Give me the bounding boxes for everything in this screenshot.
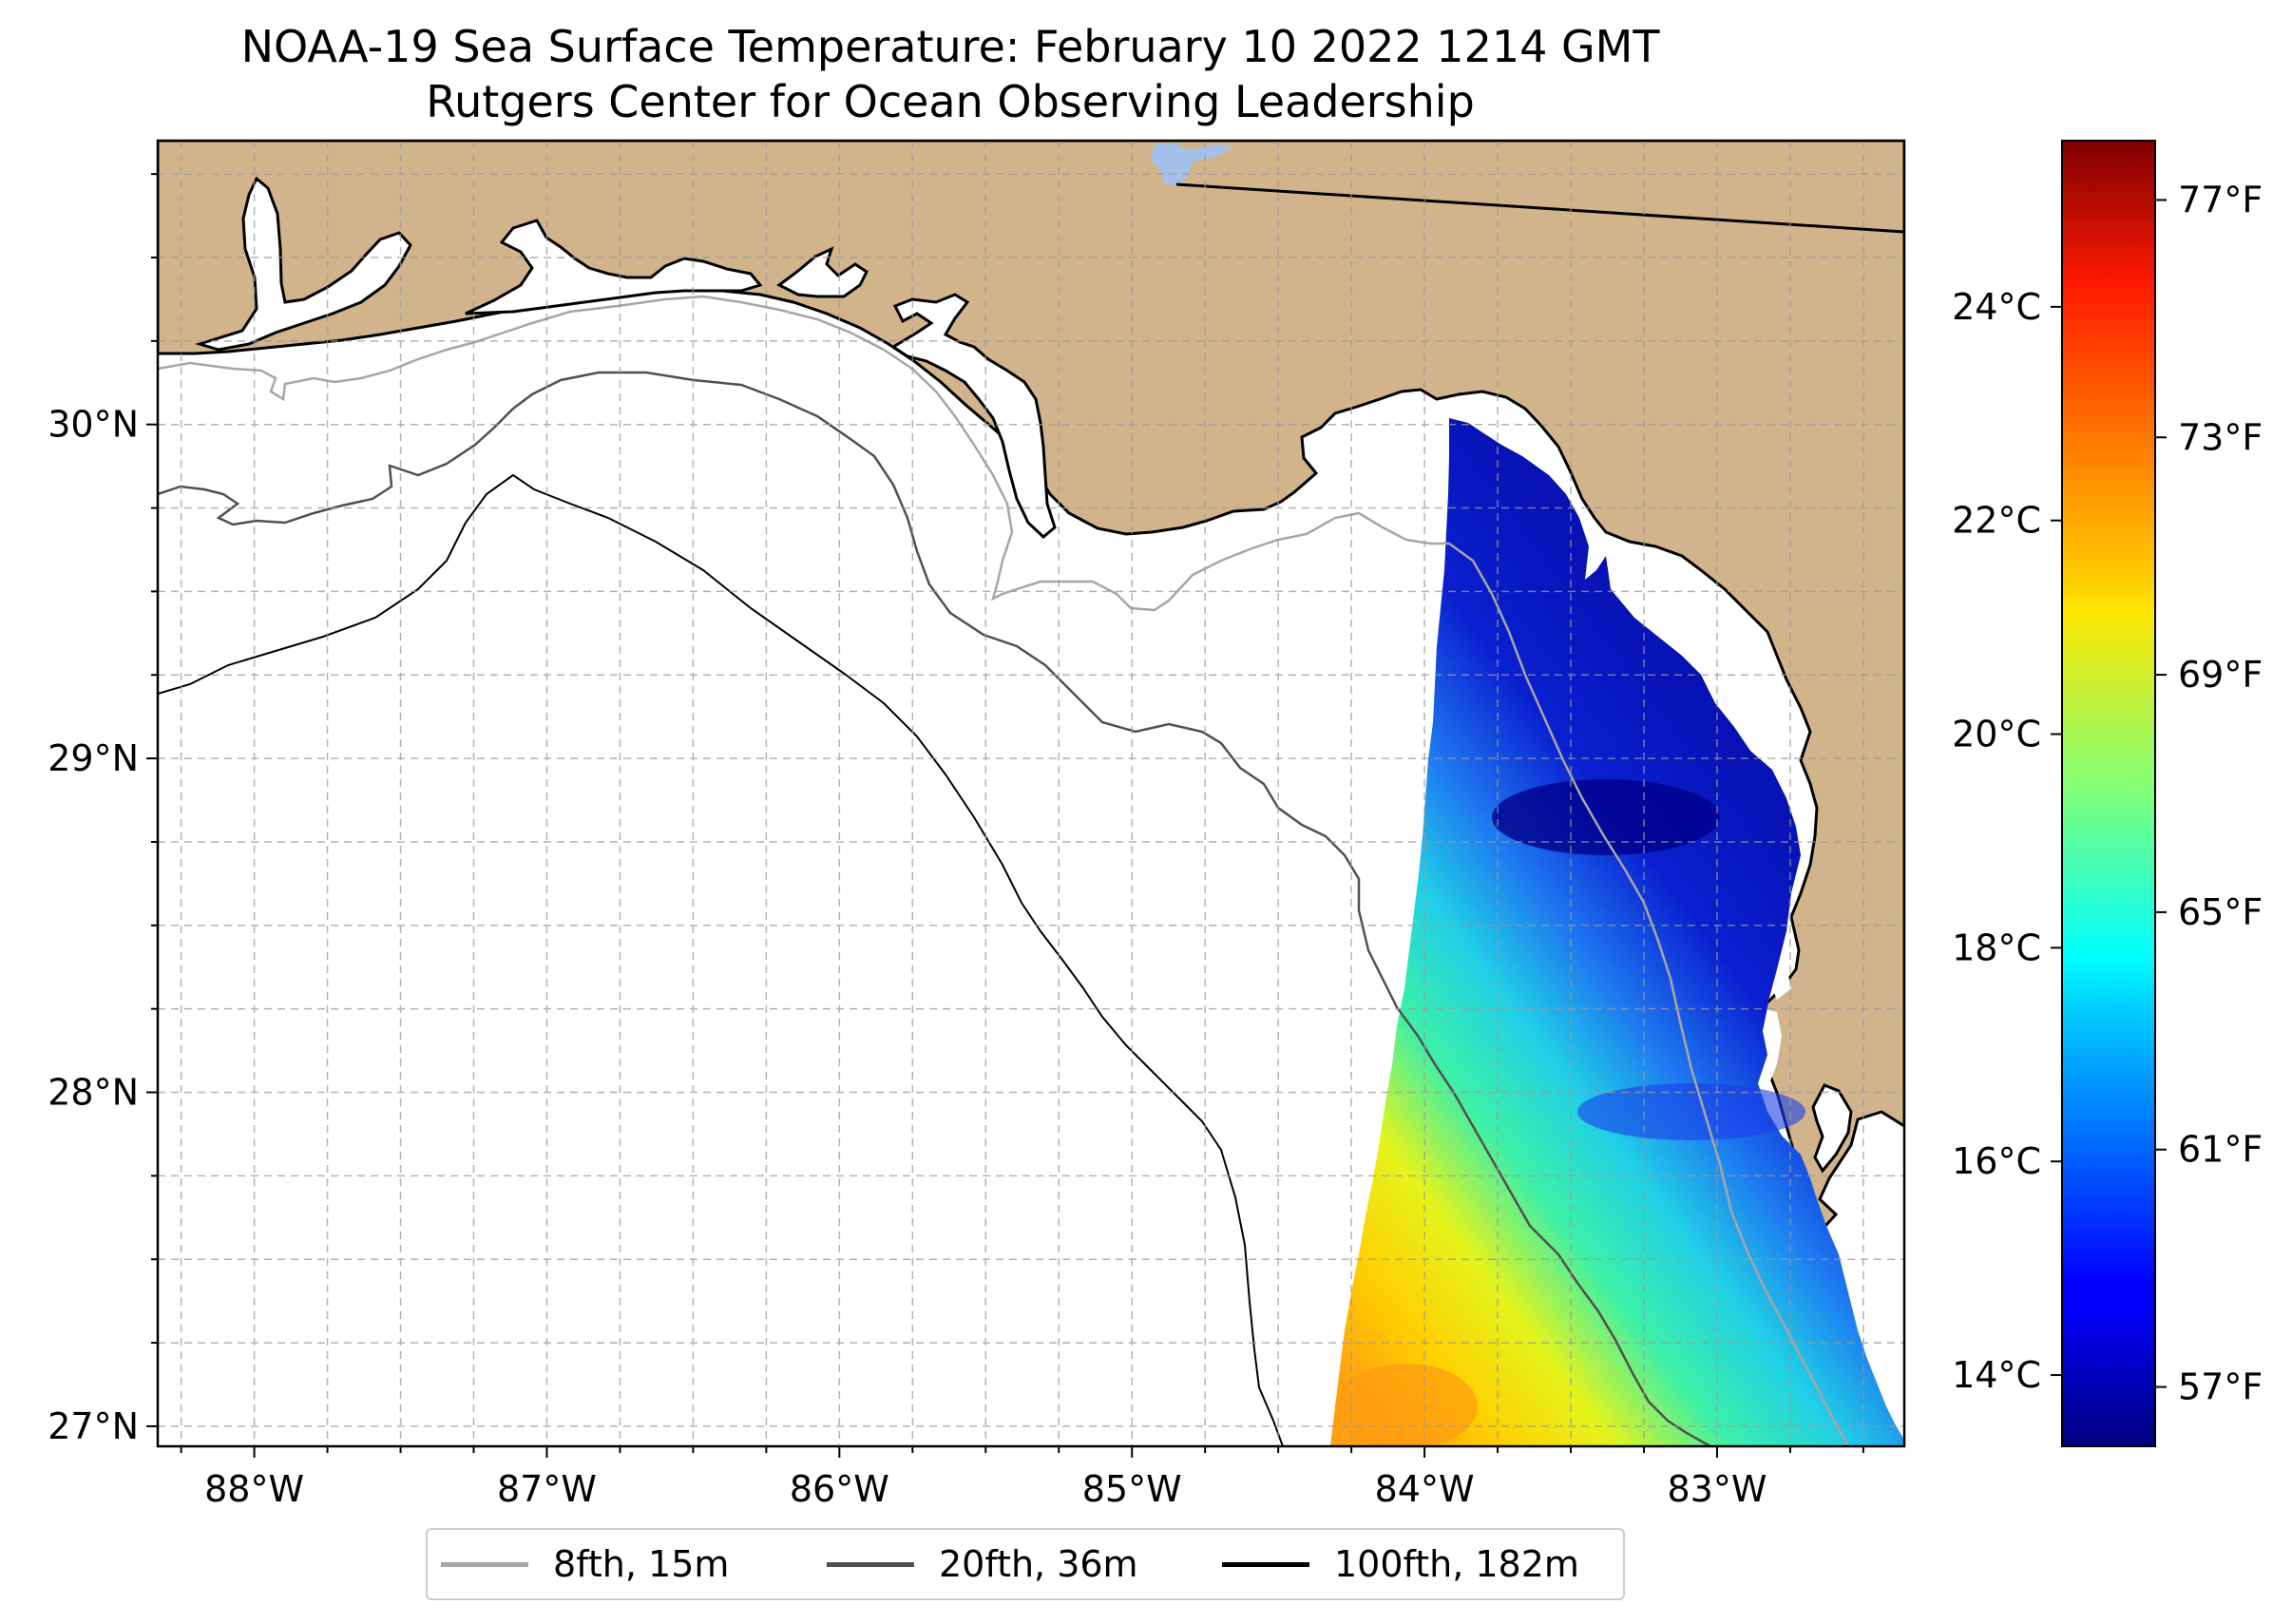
colorbar-c-tick-label: 18°C xyxy=(1952,927,2041,968)
legend-swatch-8fth xyxy=(441,1561,528,1567)
state-boundary xyxy=(1175,182,1904,234)
warm-water-patch xyxy=(1335,1364,1478,1446)
colorbar xyxy=(2061,140,2156,1447)
legend-item-8fth: 8fth, 15m xyxy=(441,1530,729,1598)
colorbar-c-tick-label: 14°C xyxy=(1952,1354,2041,1396)
x-tick-label: 86°W xyxy=(790,1468,889,1510)
tampa-bay xyxy=(1811,1083,1853,1174)
colorbar-f-tick-label: 73°F xyxy=(2178,416,2263,458)
legend: 8fth, 15m 20fth, 36m 100fth, 182m xyxy=(426,1528,1625,1600)
colorbar-f-tick-label: 77°F xyxy=(2178,179,2263,220)
colorbar-f-tick-label: 69°F xyxy=(2178,654,2263,696)
st-andrew-bay xyxy=(776,246,869,298)
x-tick-label: 88°W xyxy=(204,1468,304,1510)
legend-label-100fth: 100fth, 182m xyxy=(1334,1543,1579,1585)
contour-8fth xyxy=(158,295,1850,1446)
colorbar-f-tick-label: 57°F xyxy=(2178,1366,2263,1408)
cold-water-patch xyxy=(1492,779,1720,855)
x-axis-ticks: 88°W 87°W 86°W 85°W 84°W 83°W xyxy=(180,1446,1864,1510)
legend-swatch-20fth xyxy=(827,1561,914,1567)
legend-swatch-100fth xyxy=(1222,1561,1309,1567)
lake xyxy=(1150,143,1233,186)
sst-swath xyxy=(1330,418,1904,1446)
x-tick-label: 85°W xyxy=(1082,1468,1182,1510)
colorbar-c-tick-label: 20°C xyxy=(1952,714,2041,755)
cool-water-patch xyxy=(1577,1083,1805,1140)
coastal-marsh xyxy=(1758,1007,1782,1088)
colorbar-c-tick-label: 24°C xyxy=(1952,286,2041,328)
y-tick-label: 28°N xyxy=(48,1072,139,1114)
x-tick-label: 83°W xyxy=(1667,1468,1767,1510)
legend-label-20fth: 20fth, 36m xyxy=(939,1543,1138,1585)
y-tick-label: 29°N xyxy=(48,737,139,779)
legend-item-20fth: 20fth, 36m xyxy=(827,1530,1138,1598)
contour-20fth xyxy=(158,371,1711,1446)
apalachicola-bay xyxy=(890,293,1057,540)
colorbar-f-tick-label: 65°F xyxy=(2178,891,2263,933)
colorbar-fahrenheit-ticks: 77°F 73°F 69°F 65°F 61°F 57°F xyxy=(2155,179,2263,1408)
legend-label-8fth: 8fth, 15m xyxy=(553,1543,730,1585)
gridlines xyxy=(158,141,1904,1446)
contour-100fth xyxy=(158,473,1284,1446)
y-axis-ticks: 30°N 29°N 28°N 27°N xyxy=(48,173,158,1447)
y-tick-label: 30°N xyxy=(48,404,139,446)
y-tick-label: 27°N xyxy=(48,1405,139,1447)
legend-item-100fth: 100fth, 182m xyxy=(1222,1530,1579,1598)
choctawhatchee-bay xyxy=(465,219,763,315)
colorbar-celsius-ticks: 24°C 22°C 20°C 18°C 16°C 14°C xyxy=(1952,286,2062,1396)
map-subtitle: Rutgers Center for Ocean Observing Leade… xyxy=(426,76,1475,127)
map-title: NOAA-19 Sea Surface Temperature: Februar… xyxy=(240,21,1660,72)
colorbar-c-tick-label: 16°C xyxy=(1952,1140,2041,1182)
x-tick-label: 87°W xyxy=(497,1468,597,1510)
map-frame xyxy=(156,139,1906,1448)
colorbar-f-tick-label: 61°F xyxy=(2178,1129,2263,1171)
x-tick-label: 84°W xyxy=(1375,1468,1475,1510)
colorbar-c-tick-label: 22°C xyxy=(1952,500,2041,542)
